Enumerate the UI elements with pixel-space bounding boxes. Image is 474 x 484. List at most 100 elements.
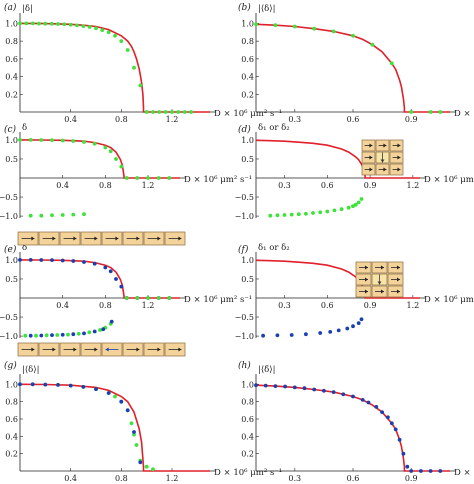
y-tick-label: 1.0 [5,136,18,145]
data-point [345,326,350,331]
y-tick-label: −0.5 [0,193,18,202]
y-axis-label: δ₁ or δ₂ [258,243,290,253]
arrow-head-icon [178,236,182,241]
panel-b: (b) 0.2 0.4 0.6 0.8 1.0 0.3 0.6 0.9 |⟨δ⟩| D × 10⁶ … [238,2,474,124]
data-point [23,333,28,338]
panel-e: (e) −1.0 −0.5 0.5 1.0 0.4 0.8 1.2 δ D × 10⁶ μm² s… [0,243,252,341]
arrow-head-icon [397,167,401,172]
data-point [106,30,111,35]
y-tick-label: 0.2 [5,90,18,99]
data-point [28,213,33,218]
data-point [50,213,54,218]
data-point [94,387,98,391]
data-point [62,22,67,27]
data-point [339,207,344,212]
data-point [39,258,44,262]
data-point [106,391,111,395]
data-point [356,321,361,325]
y-tick-label: 0.8 [5,398,18,407]
data-point [304,211,308,216]
data-point [370,42,375,47]
data-point [438,469,443,473]
data-point [419,469,423,473]
data-point [135,176,140,180]
arrow-head-icon [397,155,401,160]
data-point [331,390,336,394]
arrow-head-icon [136,236,140,241]
arrow-head-icon [52,347,56,352]
y-tick-label: −1.0 [235,212,254,221]
y-tick-label: 0.2 [241,90,254,99]
panel-h: (h) 0.2 0.4 0.6 0.8 1.0 0.3 0.6 0.9 |⟨δ̄⟩| D × 10⁶… [238,360,474,483]
y-tick-label: 0.6 [241,415,254,424]
data-point [125,408,130,413]
data-point [92,141,97,146]
data-point [263,383,268,388]
data-point [428,469,433,473]
y-tick-label: 1.0 [5,19,18,28]
data-point [132,432,136,437]
x-axis-label: D × 10⁶ μm² s⁻¹ [424,175,474,185]
data-point [409,110,414,114]
data-point [60,213,65,217]
data-point [92,261,97,266]
x-axis-label: D × 10⁶ μm² s⁻¹ [454,468,474,478]
data-point [351,204,355,209]
data-point [359,317,364,322]
y-tick-label: 0.8 [241,37,254,46]
panel-label: (d) [238,124,251,135]
data-point [167,176,172,180]
data-point [156,176,161,180]
x-tick-label: 0.3 [278,301,291,310]
y-tick-label: 0.8 [241,398,254,407]
data-point [289,212,294,217]
data-point [71,259,76,263]
data-point [156,296,161,300]
y-tick-label: 0.6 [5,55,18,64]
arrow-head-icon [381,265,384,270]
y-tick-label: 1.0 [241,256,254,265]
y-tick-label: 0.5 [5,155,18,164]
arrow-head-icon [365,277,368,282]
data-point [292,24,297,29]
data-point [43,382,48,387]
x-tick-label: 1.2 [142,181,155,190]
data-point [66,332,70,337]
y-axis-label: |⟨δ⟩| [258,4,275,14]
x-tick-label: 0.9 [405,474,418,483]
data-point [18,138,22,142]
panel-label: (f) [238,244,249,255]
data-point [132,65,136,70]
data-point [81,385,86,389]
y-axis-label: δ₁ or δ₂ [258,123,290,133]
data-point [275,213,280,218]
data-point [146,296,150,300]
data-point [397,437,402,442]
data-point [138,83,143,88]
lattice-chain-c [17,231,186,246]
data-point [132,430,136,434]
data-point [302,386,307,391]
panel-g: (g) 0.2 0.4 0.6 0.8 1.0 0.4 0.8 1.2 |⟨δ⟩| D × 10⁶ … [4,360,282,483]
data-point [138,460,143,465]
panel-label: (e) [4,244,17,255]
x-tick-label: 0.3 [288,474,301,483]
x-tick-label: 0.6 [347,474,360,483]
data-point [87,330,92,335]
data-point [374,405,379,409]
data-point [18,382,22,387]
arrow-head-icon [383,143,387,148]
data-point [289,333,294,337]
panel-label: (h) [238,360,251,371]
data-point [28,138,33,142]
data-point [39,138,44,142]
x-tick-label: 1.2 [166,115,179,124]
arrow-head-icon [380,159,385,163]
data-point [60,332,65,337]
series-curve [19,259,180,299]
arrow-head-icon [369,143,373,148]
data-point [92,329,97,334]
series-curve [255,23,450,113]
data-point [189,110,193,114]
